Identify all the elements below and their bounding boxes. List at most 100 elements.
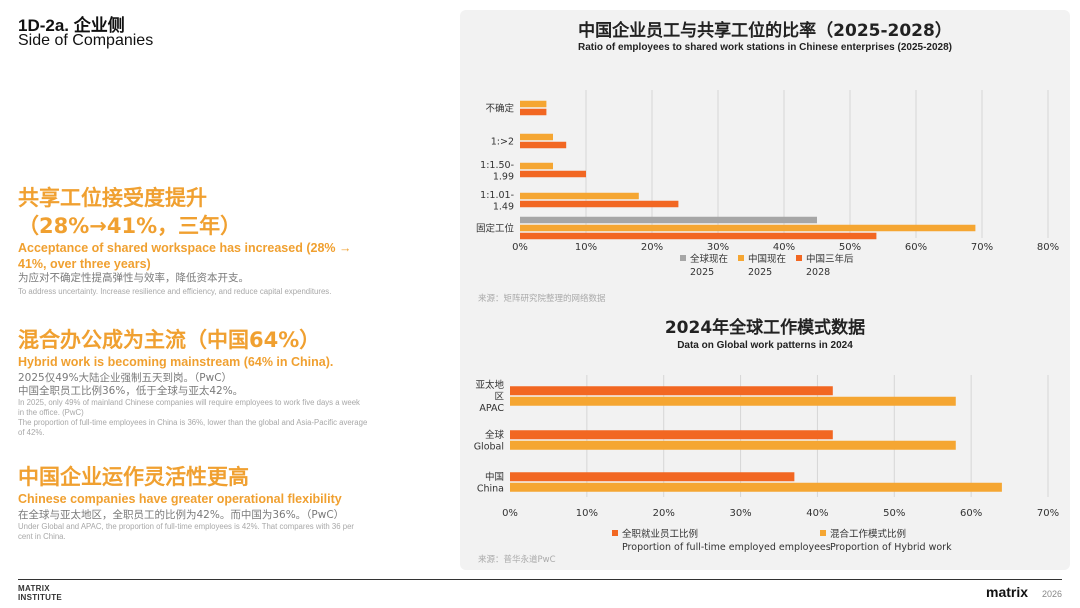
chart-1-subtitle: Ratio of employees to shared work statio… (578, 42, 952, 53)
chart-2-legend-label: 全职就业员工比例 Proportion of full-time employed… (622, 528, 831, 553)
chart-2-source: 来源：普华永道PwC (478, 554, 556, 565)
point-3-cn-text: 在全球与亚太地区，全职员工的比例为42%。而中国为36%。（PwC） (18, 509, 345, 521)
footer-divider (18, 579, 1062, 580)
chart-2-x-tick-label: 20% (653, 508, 675, 519)
point-2-cn-text-2: 中国全职员工比例36%，低于全球与亚太42%。 (18, 385, 244, 397)
chart-2-bar (510, 472, 795, 482)
point-2-en-title: Hybrid work is becoming mainstream (64% … (18, 355, 334, 369)
chart-1-legend-label: 中国现在 2025 (748, 253, 786, 278)
chart-1-x-tick-label: 40% (773, 242, 795, 253)
chart-2-category-label-line: 中国 (485, 471, 504, 483)
chart-1-source: 来源：矩阵研究院整理的网络数据 (478, 293, 606, 304)
chart-1-legend-swatch (796, 255, 802, 261)
chart-2-bar (510, 430, 833, 440)
chart-2-category-label-line: China (477, 483, 504, 494)
point-3-cn-title: 中国企业运作灵活性更高 (18, 465, 249, 489)
chart-1-category-label-line: 固定工位 (476, 223, 515, 235)
chart-1-legend-label-line: 2028 (806, 267, 830, 278)
chart-1-bar (520, 108, 547, 116)
chart-2-legend-swatch (612, 530, 618, 536)
chart-1-bar (520, 133, 553, 141)
chart-1-x-tick-label: 80% (1037, 242, 1059, 253)
chart-1-category-label-line: 1.99 (493, 171, 514, 182)
charts-svg: 中国企业员工与共享工位的比率（2025-2028）Ratio of employ… (474, 20, 1059, 565)
chart-1-category-label-line: 不确定 (485, 103, 514, 115)
chart-2-category-label: 全球 Global (474, 429, 505, 453)
point-2-en-text-2: The proportion of full-time employees in… (18, 418, 368, 437)
chart-1-bar (520, 192, 639, 200)
chart-1-bar (520, 200, 679, 208)
point-operational-flexibility: 中国企业运作灵活性更高 Chinese companies have great… (18, 463, 368, 542)
footer-institute: MATRIX INSTITUTE (18, 584, 62, 602)
chart-1-legend-label-line: 2025 (690, 267, 714, 278)
chart-1-category-label: 1:1.01-1.49 (480, 190, 514, 213)
chart-1-legend-label-line: 中国三年后 (806, 253, 854, 265)
chart-1-bar (520, 162, 553, 170)
point-2-cn-text-1: 2025仅49%大陆企业强制五天到岗。（PwC） (18, 372, 233, 384)
chart-1-legend-label: 中国三年后 2028 (806, 253, 854, 278)
chart-1-bar (520, 232, 877, 240)
chart-2-category-label: 亚太地区 APAC (475, 379, 504, 414)
chart-2-x-tick-label: 70% (1037, 508, 1059, 519)
chart-1-bar (520, 170, 586, 178)
chart-2-bar (510, 482, 1002, 492)
chart-2-bar (510, 440, 956, 450)
page-title: 1D-2a. 企业侧 (18, 16, 125, 35)
chart-1-legend-swatch (680, 255, 686, 261)
point-1-cn-title-text: 共享工位接受度提升 （28%→41%，三年） (18, 186, 242, 238)
footer-institute-line-1: MATRIX (18, 584, 50, 593)
point-1-cn-title: 共享工位接受度提升 （28%→41%，三年） (18, 184, 368, 240)
point-hybrid-work: 混合办公成为主流（中国64%） Hybrid work is becoming … (18, 326, 368, 438)
chart-2-legend-label-line: 混合工作模式比例 (830, 528, 906, 540)
chart-2-x-tick-label: 50% (883, 508, 905, 519)
chart-2-legend-swatch (820, 530, 826, 536)
chart-1-title: 中国企业员工与共享工位的比率（2025-2028） (578, 20, 952, 41)
chart-2-x-tick-label: 40% (806, 508, 828, 519)
chart-2-category-label: 中国 China (477, 471, 504, 495)
chart-1-x-tick-label: 30% (707, 242, 729, 253)
chart-2-x-tick-label: 10% (576, 508, 598, 519)
chart-2-x-tick-label: 30% (729, 508, 751, 519)
footer-brand-logo: matrix (986, 584, 1029, 600)
chart-2-category-label-line: Global (474, 441, 504, 452)
footer-year: 2026 (1042, 589, 1063, 599)
chart-1-bar (520, 100, 547, 108)
chart-1-bar (520, 224, 976, 232)
chart-2-legend-label: 混合工作模式比例 Proportion of Hybrid work (830, 528, 952, 553)
point-1-en-text: To address uncertainty. Increase resilie… (18, 287, 332, 296)
chart-2-category-label-line: APAC (479, 403, 504, 414)
chart-1-x-tick-label: 20% (641, 242, 663, 253)
chart-1-category-label: 固定工位 (476, 223, 515, 235)
chart-2-title: 2024年全球工作模式数据 (665, 317, 865, 338)
chart-1-x-tick-label: 0% (512, 242, 528, 253)
chart-2-category-label-line: 区 (494, 392, 504, 403)
chart-2-bar (510, 396, 956, 406)
charts-panel: 中国企业员工与共享工位的比率（2025-2028） Ratio of employ… (460, 10, 1070, 570)
chart-1-legend-label-line: 全球现在 (690, 253, 728, 265)
chart-1-category-label-line: 1.49 (493, 201, 514, 212)
chart-1-category-label: 1:>2 (491, 137, 514, 148)
chart-1-category-label-line: 1:1.01- (480, 190, 514, 201)
chart-1-category-label: 不确定 (485, 103, 514, 115)
chart-1-legend-label: 全球现在 2025 (690, 253, 728, 278)
point-3-en-text: Under Global and APAC, the proportion of… (18, 522, 355, 541)
chart-2-legend-label-line: 全职就业员工比例 (622, 528, 698, 540)
point-shared-workspace: 共享工位接受度提升 （28%→41%，三年） Acceptance of sha… (18, 184, 368, 297)
chart-1-legend-label-line: 中国现在 (748, 253, 786, 265)
chart-1-category-label-line: 1:>2 (491, 137, 514, 148)
chart-1-x-tick-label: 60% (905, 242, 927, 253)
chart-2-category-label-line: 亚太地 (475, 379, 504, 391)
footer-institute-line-2: INSTITUTE (18, 593, 63, 602)
page-subtitle: Side of Companies (18, 32, 154, 49)
chart-2-category-label-line: 全球 (485, 429, 505, 441)
chart-2-legend-label-line: Proportion of full-time employed employe… (622, 542, 831, 553)
chart-1-legend-swatch (738, 255, 744, 261)
chart-1-category-label-line: 1:1.50- (480, 160, 514, 171)
point-2-cn-title: 混合办公成为主流（中国64%） (18, 328, 321, 352)
point-1-en-title: Acceptance of shared workspace has incre… (18, 241, 352, 271)
point-3-en-title: Chinese companies have greater operation… (18, 492, 342, 506)
chart-1-bar (520, 141, 567, 149)
chart-1-category-label: 1:1.50-1.99 (480, 160, 514, 183)
chart-2-x-tick-label: 0% (502, 508, 518, 519)
chart-1-x-tick-label: 10% (575, 242, 597, 253)
